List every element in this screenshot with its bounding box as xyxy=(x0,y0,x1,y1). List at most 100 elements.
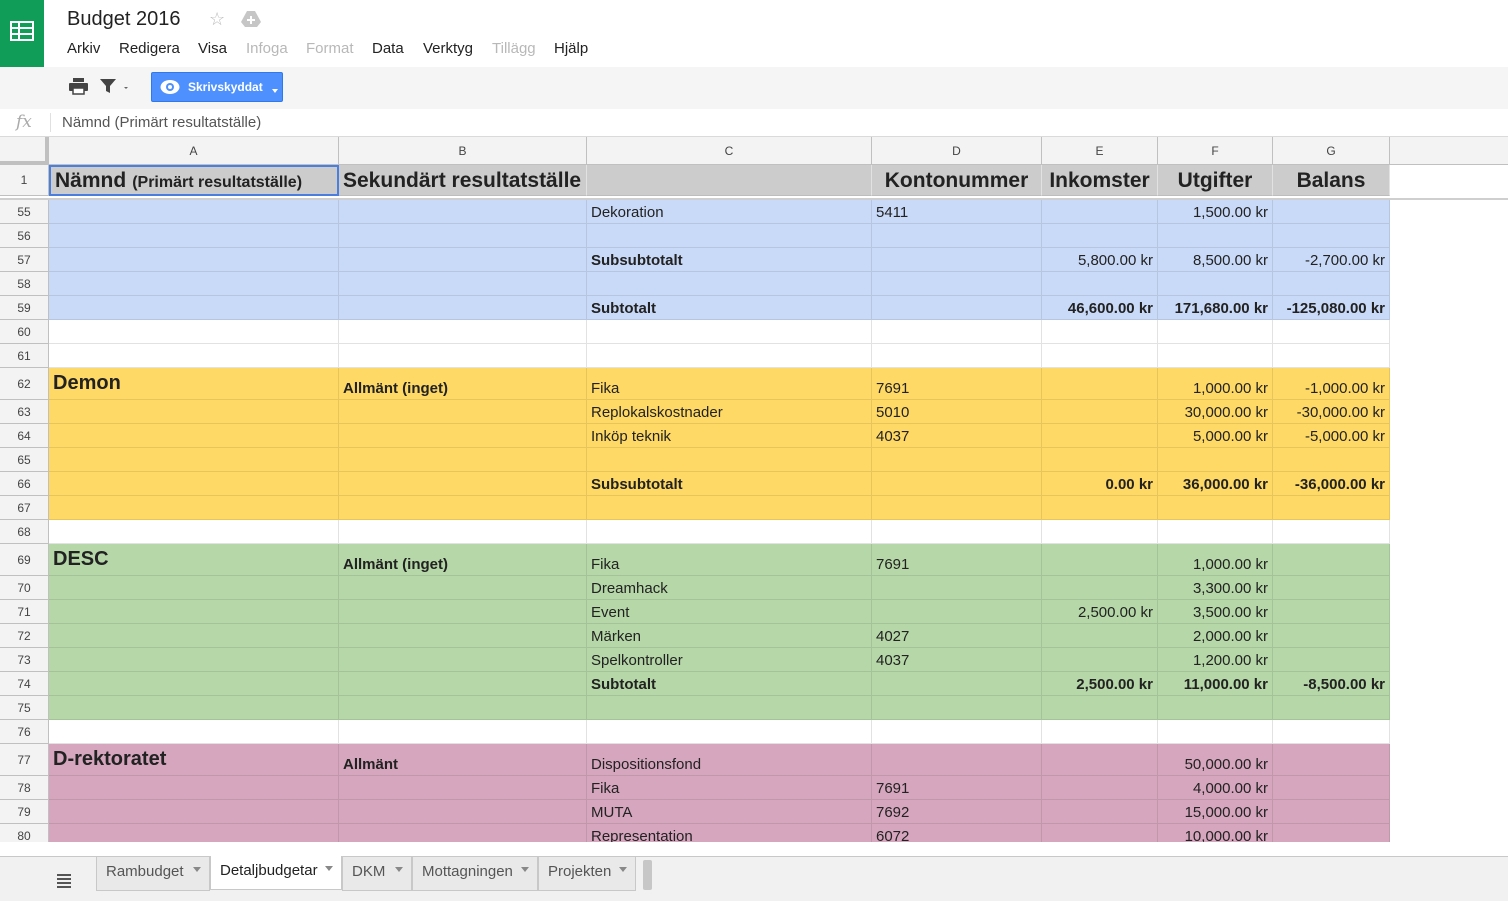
grid-cell[interactable] xyxy=(872,248,1042,272)
grid-cell[interactable] xyxy=(49,296,339,320)
grid-cell[interactable] xyxy=(339,800,587,824)
grid-cell[interactable]: 7691 xyxy=(872,776,1042,800)
grid-cell[interactable]: 4,000.00 kr xyxy=(1158,776,1273,800)
grid-cell[interactable] xyxy=(872,720,1042,744)
grid-cell[interactable]: 2,500.00 kr xyxy=(1042,600,1158,624)
grid-cell[interactable] xyxy=(1158,696,1273,720)
menu-hjalp[interactable]: Hjälp xyxy=(554,40,589,57)
grid-cell[interactable]: Dreamhack xyxy=(587,576,872,600)
grid-cell[interactable] xyxy=(339,200,587,224)
chevron-down-icon[interactable] xyxy=(619,867,627,872)
grid-cell[interactable] xyxy=(872,576,1042,600)
grid-cell[interactable] xyxy=(49,424,339,448)
grid-cell[interactable]: 15,000.00 kr xyxy=(1158,800,1273,824)
header-cell-b[interactable]: Sekundärt resultatställe xyxy=(339,165,587,196)
grid-cell[interactable]: 1,000.00 kr xyxy=(1158,544,1273,576)
grid-cell[interactable] xyxy=(339,248,587,272)
row-header[interactable]: 79 xyxy=(0,800,49,824)
grid-cell[interactable] xyxy=(1273,200,1390,224)
grid-cell[interactable]: Representation xyxy=(587,824,872,842)
tab-scroll-handle[interactable] xyxy=(643,860,652,890)
grid-cell[interactable] xyxy=(339,520,587,544)
grid-cell[interactable] xyxy=(1273,272,1390,296)
grid-cell[interactable]: Märken xyxy=(587,624,872,648)
row-header[interactable]: 77 xyxy=(0,744,49,776)
grid-cell[interactable] xyxy=(872,296,1042,320)
grid-cell[interactable]: -5,000.00 kr xyxy=(1273,424,1390,448)
grid-cell[interactable]: 4027 xyxy=(872,624,1042,648)
row-header[interactable]: 59 xyxy=(0,296,49,320)
document-title[interactable]: Budget 2016 xyxy=(67,8,181,30)
column-header-e[interactable]: E xyxy=(1042,137,1158,165)
grid-cell[interactable] xyxy=(1042,224,1158,248)
grid-cell[interactable] xyxy=(339,272,587,296)
grid-cell[interactable]: Fika xyxy=(587,368,872,400)
grid-cell[interactable] xyxy=(1273,800,1390,824)
grid-cell[interactable]: Event xyxy=(587,600,872,624)
grid-cell[interactable]: -1,000.00 kr xyxy=(1273,368,1390,400)
menu-infoga[interactable]: Infoga xyxy=(246,40,288,57)
grid-cell[interactable] xyxy=(49,576,339,600)
grid-cell[interactable] xyxy=(1042,696,1158,720)
chevron-down-icon[interactable] xyxy=(325,866,333,871)
grid-cell[interactable] xyxy=(1042,320,1158,344)
grid-cell[interactable] xyxy=(49,648,339,672)
grid-cell[interactable] xyxy=(872,448,1042,472)
row-header[interactable]: 65 xyxy=(0,448,49,472)
menu-data[interactable]: Data xyxy=(372,40,404,57)
freeze-divider[interactable] xyxy=(0,198,1508,200)
grid-cell[interactable] xyxy=(339,776,587,800)
grid-cell[interactable]: 5,000.00 kr xyxy=(1158,424,1273,448)
grid-cell[interactable] xyxy=(1273,600,1390,624)
grid-cell[interactable] xyxy=(587,344,872,368)
grid-cell[interactable] xyxy=(872,344,1042,368)
grid-cell[interactable]: 46,600.00 kr xyxy=(1042,296,1158,320)
grid-cell[interactable] xyxy=(339,472,587,496)
row-header[interactable]: 66 xyxy=(0,472,49,496)
chevron-down-icon[interactable] xyxy=(395,867,403,872)
row-header[interactable]: 64 xyxy=(0,424,49,448)
grid-cell[interactable] xyxy=(339,672,587,696)
grid-cell[interactable] xyxy=(587,224,872,248)
grid-cell[interactable] xyxy=(49,696,339,720)
row-header[interactable]: 78 xyxy=(0,776,49,800)
grid-cell[interactable] xyxy=(1042,776,1158,800)
chevron-down-icon[interactable] xyxy=(193,867,201,872)
grid-cell[interactable] xyxy=(1042,368,1158,400)
grid-cell[interactable] xyxy=(339,496,587,520)
grid-cell[interactable] xyxy=(1273,720,1390,744)
grid-cell[interactable] xyxy=(49,800,339,824)
grid-cell[interactable] xyxy=(587,520,872,544)
grid-cell[interactable] xyxy=(339,448,587,472)
row-header[interactable]: 75 xyxy=(0,696,49,720)
grid-cell[interactable] xyxy=(1042,720,1158,744)
grid-cell[interactable]: -125,080.00 kr xyxy=(1273,296,1390,320)
menu-tillagg[interactable]: Tillägg xyxy=(492,40,536,57)
row-header[interactable]: 1 xyxy=(0,165,49,196)
grid-cell[interactable] xyxy=(339,320,587,344)
grid-cell[interactable]: -36,000.00 kr xyxy=(1273,472,1390,496)
grid-cell[interactable] xyxy=(1042,272,1158,296)
grid-cell[interactable] xyxy=(872,472,1042,496)
menu-verktyg[interactable]: Verktyg xyxy=(423,40,474,57)
header-cell-f[interactable]: Utgifter xyxy=(1158,165,1273,196)
grid-cell[interactable] xyxy=(339,696,587,720)
sheet-tab-detaljbudgetar[interactable]: Detaljbudgetar xyxy=(210,856,342,890)
grid-cell[interactable] xyxy=(49,472,339,496)
grid-cell[interactable] xyxy=(1273,624,1390,648)
grid-cell[interactable]: 171,680.00 kr xyxy=(1158,296,1273,320)
grid-cell[interactable]: 10,000.00 kr xyxy=(1158,824,1273,842)
grid-cell[interactable]: 1,000.00 kr xyxy=(1158,368,1273,400)
header-cell-e[interactable]: Inkomster xyxy=(1042,165,1158,196)
row-header[interactable]: 55 xyxy=(0,200,49,224)
grid-cell[interactable]: Subsubtotalt xyxy=(587,248,872,272)
grid-cell[interactable]: Fika xyxy=(587,544,872,576)
grid-cell[interactable] xyxy=(587,320,872,344)
grid-cell[interactable] xyxy=(872,520,1042,544)
grid-cell[interactable]: 6072 xyxy=(872,824,1042,842)
grid-cell[interactable]: 4037 xyxy=(872,424,1042,448)
formula-input[interactable]: Nämnd (Primärt resultatställe) xyxy=(62,114,262,131)
grid-cell[interactable] xyxy=(1158,496,1273,520)
grid-cell[interactable] xyxy=(1273,744,1390,776)
column-header-a[interactable]: A xyxy=(49,137,339,165)
